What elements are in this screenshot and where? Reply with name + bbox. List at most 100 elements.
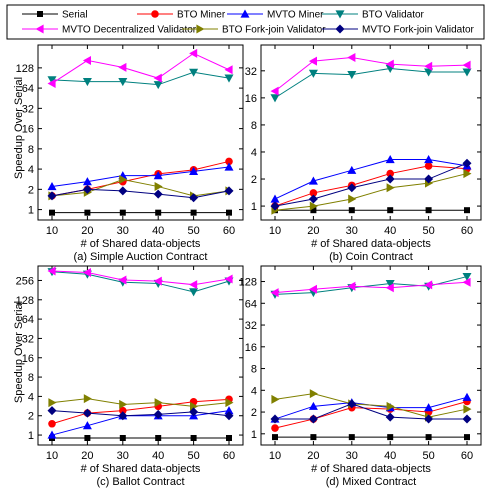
data-point	[119, 434, 126, 441]
chart-caption: (a) Simple Auction Contract	[74, 251, 208, 263]
data-point	[386, 183, 395, 193]
data-point	[272, 434, 278, 441]
data-point	[424, 414, 434, 424]
data-point	[463, 404, 472, 414]
data-point	[118, 62, 127, 72]
data-point	[189, 407, 199, 417]
series-line	[51, 71, 230, 86]
y-tick-label: 8	[28, 372, 34, 384]
data-point	[347, 281, 356, 291]
data-point	[83, 394, 92, 404]
data-point	[118, 186, 128, 196]
data-point	[462, 277, 471, 287]
series-line	[51, 398, 230, 425]
data-point	[153, 171, 163, 180]
data-point	[310, 434, 317, 441]
data-point	[425, 207, 432, 214]
data-point	[310, 207, 317, 214]
data-point	[224, 274, 233, 284]
x-tick-label: 30	[346, 450, 358, 462]
y-tick-label: 32	[245, 66, 257, 78]
y-tick-label: 2	[28, 184, 34, 196]
y-tick-label: 128	[239, 277, 257, 289]
data-point	[48, 398, 57, 408]
series	[270, 154, 472, 203]
data-point	[347, 399, 357, 409]
data-point	[224, 406, 234, 415]
y-axis-label-bottom: Speedup Over Serial	[13, 301, 25, 403]
chart-caption: (c) Ballot Contract	[96, 476, 184, 488]
series-line	[51, 178, 230, 197]
x-tick-label: 40	[384, 450, 396, 462]
data-point	[424, 68, 434, 77]
data-point	[47, 76, 57, 85]
data-point	[153, 409, 163, 419]
y-tick-label: 8	[251, 120, 257, 132]
legend-marker	[196, 24, 205, 34]
data-point	[347, 71, 357, 80]
data-point	[118, 275, 127, 285]
y-tick-label: 8	[251, 364, 257, 376]
data-point	[271, 424, 279, 432]
data-point	[153, 81, 163, 90]
data-point	[309, 201, 318, 211]
data-point	[424, 174, 434, 184]
series-line	[51, 188, 230, 199]
x-tick-label: 10	[269, 225, 281, 237]
data-point	[82, 268, 91, 278]
y-tick-label: 4	[251, 147, 257, 159]
series-line	[51, 398, 230, 407]
legend-marker	[151, 10, 159, 18]
legend-label: MVTO Decentralized Validator	[62, 25, 197, 36]
series	[47, 406, 234, 421]
data-point	[190, 209, 197, 216]
x-tick-label: 30	[117, 225, 129, 237]
data-point	[47, 182, 57, 191]
data-point	[47, 191, 57, 201]
data-point	[462, 158, 472, 168]
data-point	[189, 288, 199, 297]
y-tick-label: 1	[251, 429, 257, 441]
series	[270, 53, 471, 96]
data-point	[308, 56, 317, 66]
data-point	[155, 434, 162, 441]
data-point	[308, 194, 318, 204]
series	[47, 266, 233, 290]
x-tick-label: 10	[269, 450, 281, 462]
y-tick-label: 128	[16, 63, 34, 75]
plot-frame	[260, 265, 482, 446]
y-tick-label: 4	[251, 385, 257, 397]
x-tick-label: 20	[307, 225, 319, 237]
x-axis-label: # of Shared data-objects	[311, 238, 431, 250]
y-tick-label: 4	[28, 164, 34, 176]
y-tick-label: 64	[22, 314, 34, 326]
data-point	[462, 272, 472, 282]
data-point	[385, 283, 394, 293]
x-axis-label: # of Shared data-objects	[311, 463, 431, 475]
series	[47, 406, 234, 439]
data-point	[270, 201, 280, 211]
x-tick-label: 50	[422, 225, 434, 237]
data-point	[386, 169, 395, 178]
y-tick-label: 16	[22, 353, 34, 365]
data-point	[424, 280, 433, 290]
data-point	[348, 207, 355, 214]
data-point	[348, 434, 355, 441]
chart-panel: 1 2 4 8 16 32 10 20 30 40 50 60 # of Shared data-obj…	[245, 44, 482, 263]
y-tick-label: 16	[245, 342, 257, 354]
x-tick-label: 40	[152, 450, 164, 462]
data-point	[224, 65, 233, 75]
data-point	[82, 421, 92, 430]
series-line	[274, 281, 468, 294]
data-point	[347, 183, 357, 193]
legend-label: BTO Validator	[362, 10, 425, 21]
data-point	[154, 182, 163, 192]
legend-label: MVTO Fork-join Validator	[362, 25, 475, 36]
data-point	[270, 288, 279, 298]
plot-frame	[37, 265, 244, 446]
x-tick-label: 50	[187, 450, 199, 462]
data-point	[385, 412, 395, 422]
data-point	[189, 193, 199, 203]
